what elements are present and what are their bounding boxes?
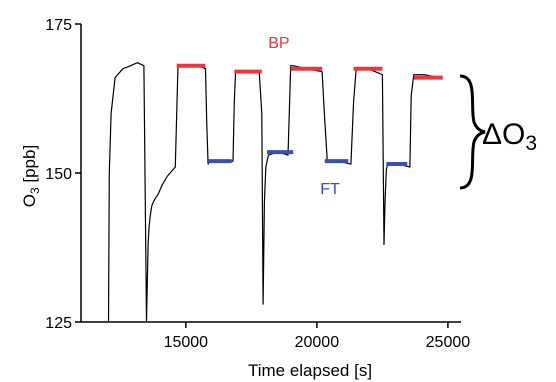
y-axis-title: O3 [ppb] bbox=[20, 145, 42, 207]
data-layer bbox=[107, 62, 443, 323]
axes bbox=[80, 24, 461, 323]
ft-label: FT bbox=[320, 181, 340, 198]
x-tick-label: 20000 bbox=[295, 334, 340, 351]
x-axis-title: Time elapsed [s] bbox=[248, 361, 372, 380]
o3-series-line bbox=[107, 62, 443, 323]
y-tick-label: 175 bbox=[45, 17, 72, 34]
curly-brace bbox=[459, 74, 486, 190]
delta-bracket: ΔO3 bbox=[459, 74, 537, 190]
x-tick-label: 15000 bbox=[164, 334, 209, 351]
ticks: 15000 20000 25000 125 150 175 bbox=[45, 17, 470, 351]
delta-o3-label: ΔO3 bbox=[482, 118, 537, 155]
x-tick-label: 25000 bbox=[426, 334, 471, 351]
bp-label: BP bbox=[268, 35, 289, 52]
y-tick-label: 150 bbox=[45, 166, 72, 183]
y-tick-label: 125 bbox=[45, 315, 72, 332]
